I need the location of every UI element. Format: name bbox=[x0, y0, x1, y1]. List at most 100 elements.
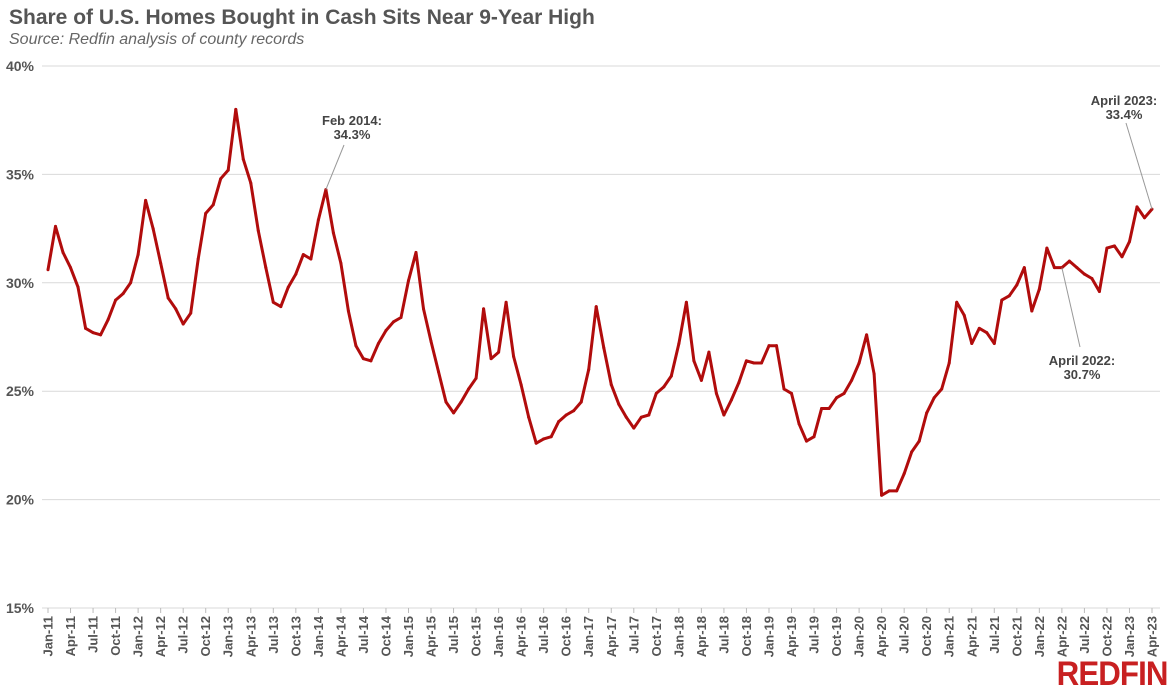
x-tick-label: Oct-20 bbox=[919, 616, 934, 656]
x-tick-label: Jul-18 bbox=[716, 616, 731, 654]
data-point bbox=[759, 361, 763, 365]
data-point bbox=[947, 361, 951, 365]
x-tick-label: Jul-19 bbox=[807, 616, 822, 654]
data-point bbox=[1142, 216, 1146, 220]
y-tick-label: 20% bbox=[6, 492, 35, 508]
x-tick-label: Apr-17 bbox=[604, 616, 619, 657]
annotation-date: April 2022: bbox=[1049, 353, 1115, 368]
data-point bbox=[812, 435, 816, 439]
data-point bbox=[647, 413, 651, 417]
x-tick-label: Oct-18 bbox=[739, 616, 754, 656]
data-point bbox=[69, 266, 73, 270]
annotations: Feb 2014: 34.3% April 2022: 30.7% April 2023… bbox=[322, 93, 1157, 382]
data-point bbox=[99, 333, 103, 337]
data-point bbox=[414, 250, 418, 254]
data-point bbox=[729, 398, 733, 402]
x-tick-label: Jul-22 bbox=[1077, 616, 1092, 654]
data-point bbox=[354, 344, 358, 348]
data-point bbox=[1007, 294, 1011, 298]
x-tick-label: Apr-14 bbox=[333, 615, 348, 657]
data-point bbox=[609, 383, 613, 387]
data-point bbox=[1045, 246, 1049, 250]
data-point bbox=[1135, 205, 1139, 209]
data-point bbox=[707, 350, 711, 354]
data-point bbox=[489, 357, 493, 361]
x-tick-label: Oct-11 bbox=[108, 616, 123, 656]
data-point bbox=[587, 368, 591, 372]
data-point bbox=[166, 296, 170, 300]
data-point bbox=[564, 413, 568, 417]
data-point bbox=[429, 339, 433, 343]
data-point bbox=[437, 370, 441, 374]
data-point bbox=[872, 372, 876, 376]
x-tick-label: Jul-21 bbox=[987, 616, 1002, 654]
data-point bbox=[474, 376, 478, 380]
data-point bbox=[121, 292, 125, 296]
gridlines bbox=[42, 65, 1160, 609]
data-point bbox=[714, 391, 718, 395]
data-point bbox=[129, 281, 133, 285]
data-point bbox=[159, 261, 163, 265]
data-point bbox=[835, 396, 839, 400]
annotation-leader-line bbox=[325, 144, 345, 190]
data-point bbox=[805, 439, 809, 443]
data-point bbox=[790, 391, 794, 395]
x-tick-label: Jul-12 bbox=[176, 616, 191, 654]
x-tick-label: Jan-13 bbox=[221, 616, 236, 657]
data-point bbox=[1075, 266, 1079, 270]
data-point bbox=[196, 257, 200, 261]
data-point bbox=[737, 381, 741, 385]
x-tick-label: Apr-15 bbox=[424, 616, 439, 657]
data-point bbox=[782, 387, 786, 391]
x-tick-label: Jan-18 bbox=[671, 616, 686, 657]
data-point bbox=[294, 272, 298, 276]
data-point bbox=[391, 320, 395, 324]
data-point bbox=[301, 253, 305, 257]
x-tick-label: Oct-15 bbox=[469, 616, 484, 656]
data-point bbox=[797, 422, 801, 426]
data-point bbox=[1120, 255, 1124, 259]
x-tick-label: Oct-19 bbox=[829, 616, 844, 656]
data-point bbox=[271, 300, 275, 304]
data-point bbox=[151, 227, 155, 231]
x-tick-label: Jan-20 bbox=[852, 616, 867, 657]
data-point bbox=[136, 253, 140, 257]
data-point bbox=[204, 211, 208, 215]
data-point bbox=[444, 400, 448, 404]
x-tick-label: Apr-16 bbox=[514, 616, 529, 657]
data-point bbox=[1022, 266, 1026, 270]
x-tick-label: Jul-13 bbox=[266, 616, 281, 654]
data-point bbox=[827, 407, 831, 411]
x-tick-label: Jan-21 bbox=[942, 616, 957, 657]
data-point bbox=[880, 493, 884, 497]
data-point bbox=[1127, 240, 1131, 244]
annotation-value: 30.7% bbox=[1064, 367, 1101, 382]
y-axis: 15% 20% 25% 30% 35% 40% bbox=[6, 58, 35, 616]
data-point bbox=[684, 300, 688, 304]
data-point bbox=[84, 326, 88, 330]
data-point bbox=[54, 224, 58, 228]
x-tick-label: Apr-20 bbox=[874, 616, 889, 657]
data-point bbox=[346, 309, 350, 313]
data-point bbox=[962, 313, 966, 317]
x-tick-label: Jul-16 bbox=[536, 616, 551, 654]
data-point bbox=[309, 257, 313, 261]
x-tick-label: Oct-21 bbox=[1009, 616, 1024, 656]
data-point bbox=[632, 426, 636, 430]
data-point bbox=[1037, 287, 1041, 291]
data-point bbox=[467, 387, 471, 391]
data-point bbox=[669, 374, 673, 378]
data-point bbox=[1090, 276, 1094, 280]
data-point bbox=[106, 318, 110, 322]
chart-title: Share of U.S. Homes Bought in Cash Sits … bbox=[9, 6, 595, 29]
annotation-value: 34.3% bbox=[334, 127, 371, 142]
data-point bbox=[774, 344, 778, 348]
data-point bbox=[970, 342, 974, 346]
data-point bbox=[594, 305, 598, 309]
data-point bbox=[181, 322, 185, 326]
data-point bbox=[422, 307, 426, 311]
x-tick-label: Jan-15 bbox=[401, 616, 416, 657]
x-tick-label: Jan-23 bbox=[1122, 616, 1137, 657]
x-tick-label: Oct-16 bbox=[559, 616, 574, 656]
chart-subtitle: Source: Redfin analysis of county record… bbox=[9, 31, 305, 48]
